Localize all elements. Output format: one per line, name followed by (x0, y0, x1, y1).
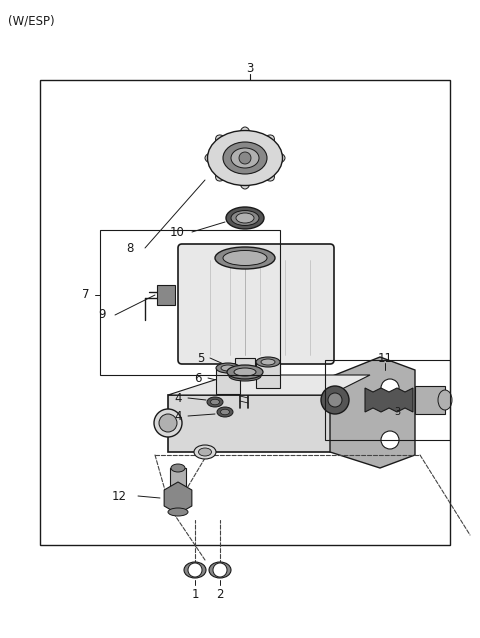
Ellipse shape (236, 213, 254, 223)
Polygon shape (365, 388, 413, 412)
Text: 5: 5 (198, 352, 205, 364)
Ellipse shape (168, 508, 188, 516)
Ellipse shape (223, 142, 267, 174)
Text: 3: 3 (394, 407, 400, 417)
Ellipse shape (227, 365, 263, 379)
FancyBboxPatch shape (178, 244, 334, 364)
Ellipse shape (171, 464, 185, 472)
Ellipse shape (328, 393, 342, 407)
Ellipse shape (211, 399, 219, 404)
Ellipse shape (205, 153, 219, 163)
Text: 7: 7 (82, 288, 90, 302)
Ellipse shape (184, 562, 206, 578)
Ellipse shape (234, 368, 256, 376)
Polygon shape (168, 375, 370, 452)
Text: 4: 4 (175, 392, 182, 404)
Text: 8: 8 (126, 242, 134, 255)
Circle shape (381, 431, 399, 449)
Ellipse shape (262, 169, 275, 181)
Text: 4: 4 (175, 410, 182, 422)
Polygon shape (330, 357, 415, 468)
Polygon shape (168, 375, 370, 395)
Text: 6: 6 (194, 371, 202, 385)
Bar (100, 230, 280, 375)
Ellipse shape (261, 359, 275, 365)
Ellipse shape (220, 409, 229, 415)
Text: 1: 1 (191, 588, 199, 601)
Ellipse shape (216, 135, 228, 147)
Ellipse shape (215, 247, 275, 269)
Bar (256, 362, 280, 388)
Ellipse shape (223, 251, 267, 265)
Bar (157, 285, 175, 305)
Bar (415, 386, 445, 414)
Bar (170, 468, 186, 500)
Ellipse shape (240, 175, 250, 189)
Circle shape (239, 152, 251, 164)
Bar (216, 368, 240, 394)
Ellipse shape (194, 445, 216, 459)
Ellipse shape (229, 371, 261, 381)
Circle shape (188, 563, 202, 577)
Bar (235, 358, 255, 376)
Ellipse shape (199, 448, 212, 456)
Ellipse shape (154, 409, 182, 437)
Text: 3: 3 (246, 61, 254, 75)
Ellipse shape (231, 211, 259, 225)
Ellipse shape (221, 365, 235, 371)
Text: 12: 12 (112, 489, 127, 503)
Text: 11: 11 (377, 352, 393, 364)
Ellipse shape (217, 407, 233, 417)
Circle shape (381, 379, 399, 397)
Ellipse shape (240, 127, 250, 141)
Ellipse shape (271, 153, 285, 163)
Ellipse shape (159, 414, 177, 432)
Ellipse shape (256, 357, 280, 367)
Text: 9: 9 (98, 309, 106, 322)
Ellipse shape (226, 207, 264, 229)
Ellipse shape (321, 386, 349, 414)
Text: 2: 2 (216, 588, 224, 601)
Ellipse shape (262, 135, 275, 147)
Ellipse shape (207, 131, 283, 186)
Ellipse shape (209, 562, 231, 578)
Circle shape (213, 563, 227, 577)
Text: 10: 10 (170, 225, 185, 239)
Ellipse shape (231, 148, 259, 168)
Bar (325, 360, 450, 440)
Bar (40, 80, 450, 545)
Ellipse shape (216, 363, 240, 373)
Text: (W/ESP): (W/ESP) (8, 14, 55, 27)
Ellipse shape (438, 390, 452, 410)
Ellipse shape (216, 169, 228, 181)
Ellipse shape (207, 397, 223, 407)
Polygon shape (164, 482, 192, 514)
